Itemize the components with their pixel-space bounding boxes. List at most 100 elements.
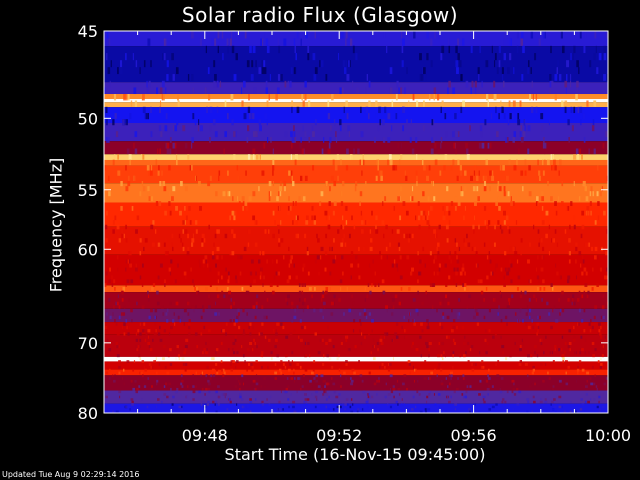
spectrogram-streak xyxy=(478,410,481,413)
spectrogram-streak xyxy=(379,294,382,299)
spectrogram-streak xyxy=(296,390,298,394)
spectrogram-streak xyxy=(225,322,228,326)
spectrogram-streak xyxy=(232,351,236,355)
spectrogram-streak xyxy=(475,312,479,316)
spectrogram-streak xyxy=(499,387,501,391)
spectrogram-band xyxy=(104,46,608,83)
spectrogram-streak xyxy=(192,390,196,394)
spectrogram-streak xyxy=(329,271,332,276)
spectrogram-streak xyxy=(513,67,515,75)
spectrogram-streak xyxy=(218,170,221,176)
spectrogram-streak xyxy=(156,301,160,306)
spectrogram-streak xyxy=(540,341,543,346)
spectrogram-streak xyxy=(115,322,118,326)
spectrogram-streak xyxy=(566,279,570,284)
spectrogram-streak xyxy=(163,38,166,46)
spectrogram-streak xyxy=(599,357,602,361)
spectrogram-streak xyxy=(434,403,437,406)
spectrogram-streak xyxy=(454,251,457,256)
spectrogram-streak xyxy=(421,301,424,306)
spectrogram-streak xyxy=(350,275,352,280)
y-tick-label: 60 xyxy=(78,240,98,259)
spectrogram-streak xyxy=(554,94,557,101)
spectrogram-streak xyxy=(179,210,182,216)
spectrogram-streak xyxy=(323,390,326,394)
spectrogram-streak xyxy=(291,175,293,181)
spectrogram-streak xyxy=(350,251,354,256)
spectrogram-streak xyxy=(377,159,379,166)
spectrogram-streak xyxy=(588,322,591,326)
spectrogram-streak xyxy=(258,259,261,264)
spectrogram-streak xyxy=(166,308,169,313)
spectrogram-streak xyxy=(343,312,345,316)
spectrogram-streak xyxy=(238,312,240,316)
spectrogram-streak xyxy=(429,251,432,256)
spectrogram-streak xyxy=(117,154,120,160)
spectrogram-streak xyxy=(129,301,133,306)
spectrogram-streak xyxy=(471,363,473,366)
spectrogram-streak xyxy=(468,408,471,411)
spectrogram-streak xyxy=(394,332,398,336)
spectrogram-streak xyxy=(371,319,374,323)
spectrogram-streak xyxy=(580,263,582,268)
spectrogram-streak xyxy=(356,87,359,95)
spectrogram-streak xyxy=(419,271,422,276)
spectrogram-streak xyxy=(561,335,564,339)
spectrogram-streak xyxy=(277,271,280,276)
spectrogram-streak xyxy=(598,322,601,326)
spectrogram-streak xyxy=(423,67,426,75)
spectrogram-streak xyxy=(340,255,344,260)
spectrogram-streak xyxy=(514,341,516,346)
spectrogram-streak xyxy=(474,80,477,88)
spectrogram-streak xyxy=(323,305,326,309)
spectrogram-streak xyxy=(316,398,318,401)
spectrogram-streak xyxy=(187,233,190,239)
spectrogram-streak xyxy=(481,80,483,88)
spectrogram-streak xyxy=(575,275,578,280)
spectrogram-streak xyxy=(311,294,313,299)
spectrogram-streak xyxy=(109,377,111,380)
spectrogram-streak xyxy=(449,251,451,256)
spectrogram-streak xyxy=(110,60,112,68)
spectrogram-streak xyxy=(252,379,256,383)
spectrogram-streak xyxy=(123,312,126,316)
spectrogram-streak xyxy=(393,205,395,211)
spectrogram-streak xyxy=(117,67,119,75)
spectrogram-streak xyxy=(183,205,186,211)
spectrogram-streak xyxy=(314,119,317,126)
spectrogram-streak xyxy=(303,374,305,378)
spectrogram-streak xyxy=(359,201,361,206)
spectrogram-streak xyxy=(114,374,116,378)
spectrogram-streak xyxy=(429,283,433,287)
spectrogram-streak xyxy=(256,345,258,349)
spectrogram-streak xyxy=(185,363,188,366)
spectrogram-streak xyxy=(584,186,587,192)
spectrogram-streak xyxy=(112,119,115,126)
spectrogram-streak xyxy=(322,301,326,306)
spectrogram-streak xyxy=(411,408,414,411)
spectrogram-streak xyxy=(445,224,449,230)
spectrogram-streak xyxy=(202,263,205,268)
spectrogram-streak xyxy=(483,298,485,302)
spectrogram-streak xyxy=(395,113,398,120)
spectrogram-streak xyxy=(221,368,224,372)
spectrogram-streak xyxy=(306,251,309,256)
spectrogram-streak xyxy=(386,332,389,336)
spectrogram-streak xyxy=(115,382,119,386)
spectrogram-streak xyxy=(142,154,145,160)
spectrogram-streak xyxy=(156,201,159,206)
spectrogram-streak xyxy=(390,387,392,391)
spectrogram-streak xyxy=(570,201,573,206)
spectrogram-streak xyxy=(246,348,250,352)
spectrogram-streak xyxy=(299,142,302,149)
spectrogram-streak xyxy=(409,137,412,143)
spectrogram-streak xyxy=(578,67,580,75)
spectrogram-streak xyxy=(316,351,318,355)
spectrogram-streak xyxy=(217,385,220,388)
spectrogram-streak xyxy=(202,400,205,404)
spectrogram-streak xyxy=(342,224,345,230)
spectrogram-streak xyxy=(542,246,545,252)
spectrogram-streak xyxy=(463,341,466,346)
spectrogram-streak xyxy=(302,267,304,272)
